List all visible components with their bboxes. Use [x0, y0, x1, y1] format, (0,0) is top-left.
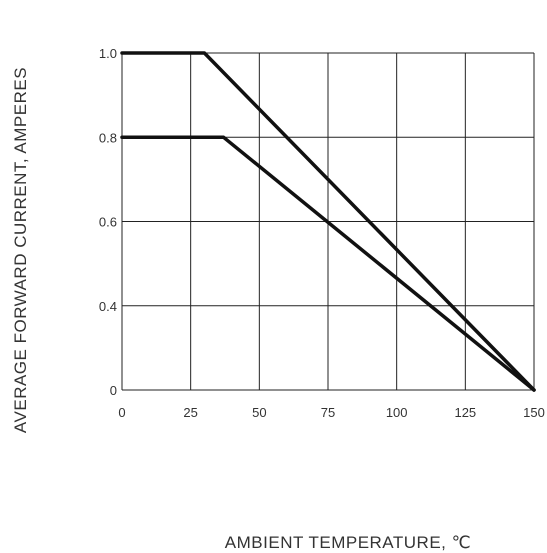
y-tick-label: 0.4	[99, 299, 117, 314]
series-group	[120, 51, 536, 392]
series-line-2	[120, 135, 536, 392]
x-tick-label: 25	[183, 405, 197, 420]
x-tick-labels: 0 25 50 75 100 125 150	[118, 405, 544, 420]
x-axis-title: AMBIENT TEMPERATURE, ℃	[225, 533, 471, 552]
y-tick-label: 0.8	[99, 130, 117, 145]
series-line-1	[120, 51, 536, 392]
x-tick-label: 150	[523, 405, 545, 420]
y-tick-labels: 0 0.4 0.6 0.8 1.0	[99, 46, 117, 398]
x-tick-label: 125	[454, 405, 476, 420]
y-tick-label: 1.0	[99, 46, 117, 61]
x-tick-label: 100	[386, 405, 408, 420]
x-tick-label: 75	[321, 405, 335, 420]
x-tick-label: 50	[252, 405, 266, 420]
x-tick-label: 0	[118, 405, 125, 420]
y-tick-label: 0	[110, 383, 117, 398]
y-tick-label: 0.6	[99, 215, 117, 230]
y-axis-title: AVERAGE FORWARD CURRENT, AMPERES	[11, 67, 30, 433]
